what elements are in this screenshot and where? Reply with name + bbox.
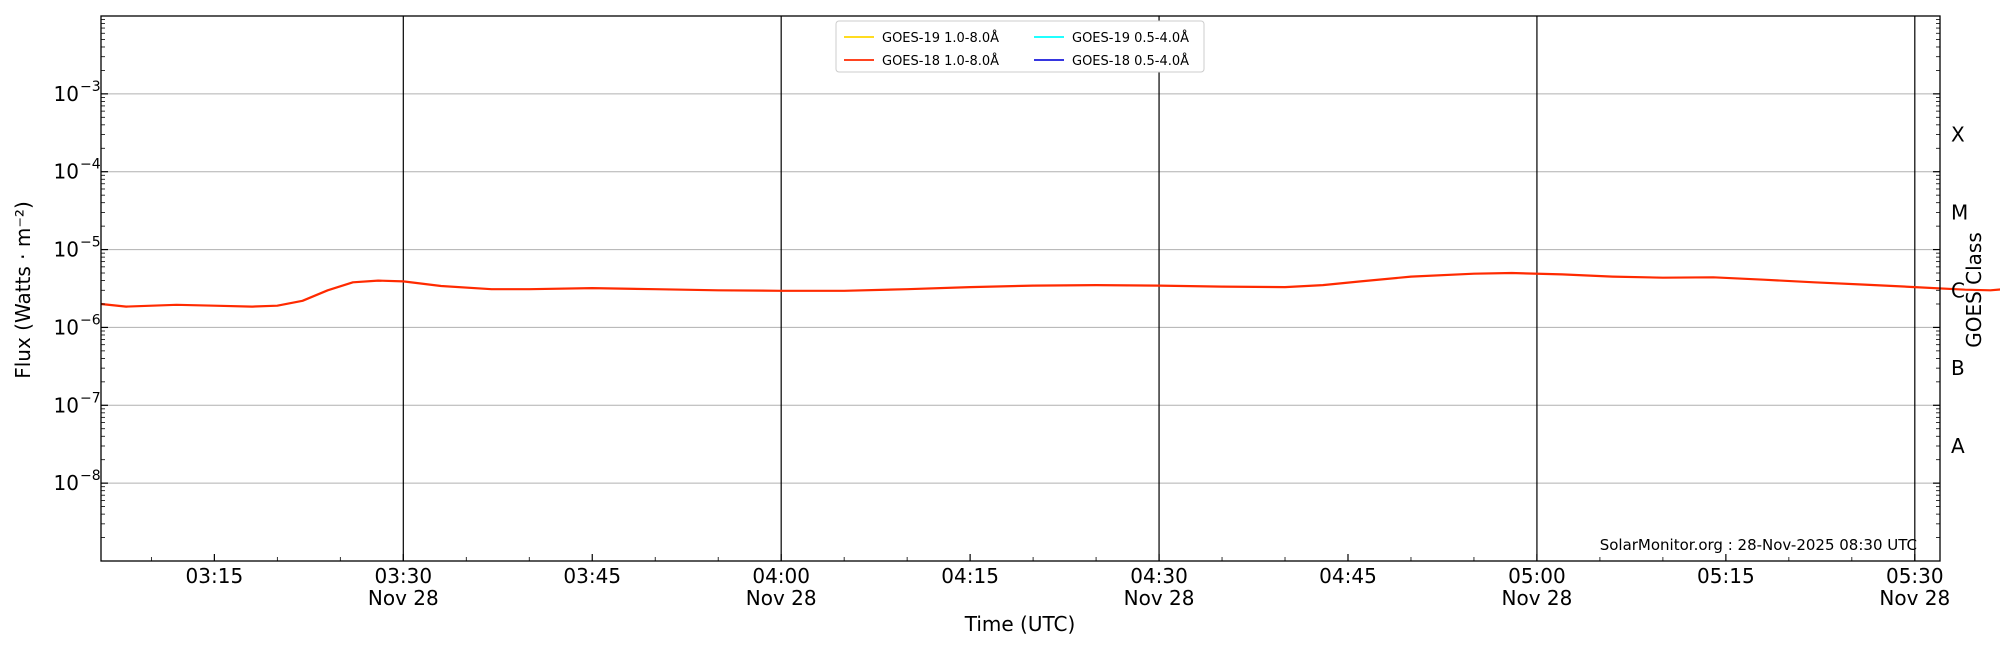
plot-frame — [100, 15, 1941, 562]
goes-class-label: A — [1951, 434, 1965, 458]
x-tick-label: 05:00 — [1508, 564, 1566, 588]
y-tick-label: 10 — [54, 471, 79, 495]
goes-class-label: B — [1951, 356, 1965, 380]
legend-entry: GOES-18 1.0-8.0Å — [882, 53, 999, 69]
y-tick-label: 10 — [54, 238, 79, 262]
y-axis-label: Flux (Watts · m⁻²) — [11, 201, 35, 379]
x-tick-label: 04:45 — [1319, 564, 1377, 588]
x-tick-label: 03:15 — [186, 564, 244, 588]
y-tick-label: 10 — [54, 315, 79, 339]
legend: GOES-19 1.0-8.0Å GOES-18 1.0-8.0Å GOES-19 … — [835, 20, 1205, 73]
legend-entry: GOES-19 1.0-8.0Å — [882, 30, 999, 46]
series-line-1 — [100, 271, 2000, 308]
x-tick-label: 03:30 — [374, 564, 432, 588]
x-tick-label: 04:00 — [752, 564, 810, 588]
legend-entry: GOES-18 0.5-4.0Å — [1072, 53, 1189, 69]
y-axis-ticks: 10−310−410−510−610−710−8 — [54, 19, 1940, 538]
x-tick-date-label: Nov 28 — [368, 586, 439, 610]
right-axis-label: GOES Class — [1962, 232, 1986, 348]
y-tick-exponent: −8 — [80, 468, 101, 484]
series-lines — [100, 271, 2000, 308]
credit-text: SolarMonitor.org : 28-Nov-2025 08:30 UTC — [1600, 536, 1917, 554]
legend-box — [835, 20, 1205, 73]
y-tick-exponent: −6 — [80, 312, 101, 328]
goes-class-label: C — [1951, 278, 1965, 302]
x-tick-label: 04:15 — [941, 564, 999, 588]
grid-lines — [101, 93, 1940, 484]
vertical-day-lines — [402, 16, 1916, 561]
x-tick-label: 05:30 — [1886, 564, 1944, 588]
y-tick-label: 10 — [54, 160, 79, 184]
goes-class-labels: X M C B A — [1951, 123, 1968, 458]
y-tick-exponent: −5 — [80, 235, 101, 251]
x-tick-date-label: Nov 28 — [746, 586, 817, 610]
x-tick-date-label: Nov 28 — [1124, 586, 1195, 610]
x-tick-label: 03:45 — [563, 564, 621, 588]
y-tick-label: 10 — [54, 393, 79, 417]
x-tick-label: 05:15 — [1697, 564, 1755, 588]
x-tick-date-label: Nov 28 — [1879, 586, 1950, 610]
y-tick-label: 10 — [54, 82, 79, 106]
x-tick-date-label: Nov 28 — [1502, 586, 1573, 610]
x-axis-label: Time (UTC) — [964, 612, 1076, 636]
goes-class-label: X — [1951, 123, 1965, 147]
x-tick-label: 04:30 — [1130, 564, 1188, 588]
y-tick-exponent: −3 — [80, 79, 101, 95]
goes-class-label: M — [1951, 200, 1968, 224]
y-tick-exponent: −7 — [80, 390, 101, 406]
legend-entry: GOES-19 0.5-4.0Å — [1072, 30, 1189, 46]
y-tick-exponent: −4 — [80, 157, 101, 173]
